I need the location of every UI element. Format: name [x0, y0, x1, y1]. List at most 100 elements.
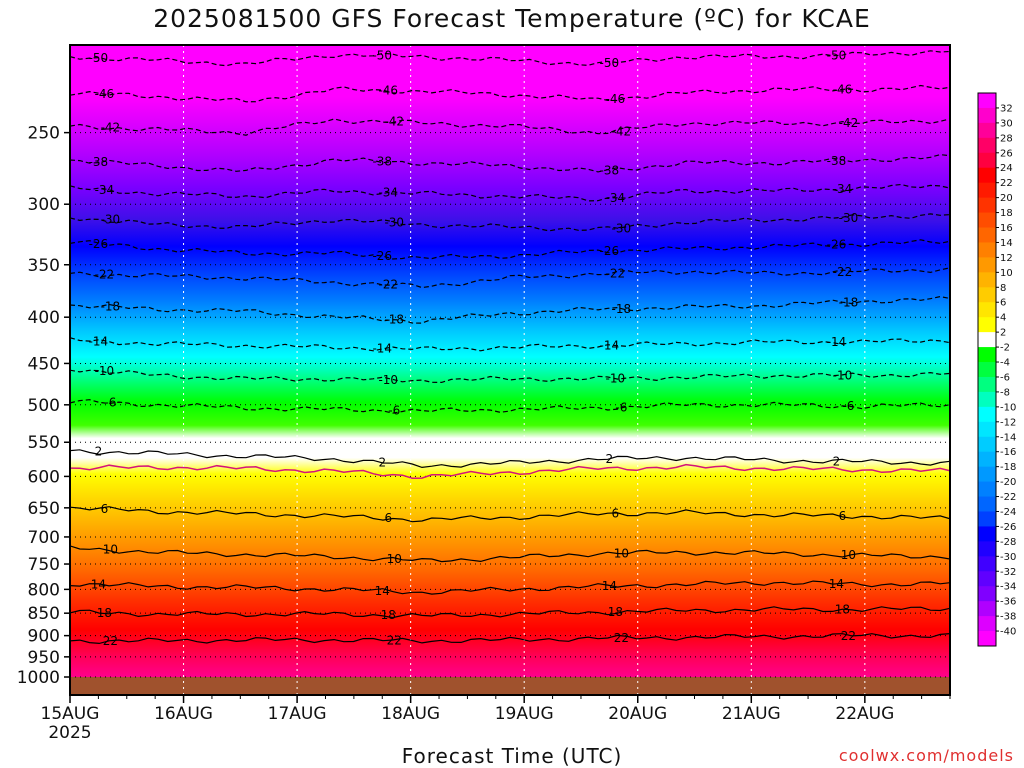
colorbar-label: -6	[1000, 372, 1010, 383]
isotherm-line	[70, 633, 950, 645]
isotherm-line	[70, 449, 950, 469]
isotherm-label: -38	[600, 163, 620, 177]
colorbar-swatch	[978, 421, 996, 438]
isotherm-line	[70, 606, 950, 619]
colorbar-label: 26	[1000, 148, 1013, 159]
isotherm-label: -30	[384, 215, 404, 229]
colorbar-label: 10	[1000, 268, 1013, 279]
isotherm-label: -22	[95, 267, 115, 281]
x-tick-label: 20AUG	[608, 704, 667, 724]
x-axis: 15AUG 16AUG 17AUG 18AUG 19AUG 20AUG 21AUG 22AUG	[41, 695, 951, 724]
isotherm-label: -10	[95, 364, 115, 378]
isotherm-label: -14	[600, 338, 620, 352]
colorbar-label: 20	[1000, 193, 1013, 204]
isotherm-label: -34	[95, 183, 115, 197]
y-tick-label: 500	[28, 396, 60, 416]
isotherm-label: 10	[841, 548, 856, 562]
colorbar-label: 14	[1000, 238, 1013, 249]
colorbar-label: -32	[1000, 567, 1016, 578]
isotherm-label: -6	[842, 399, 854, 413]
colorbar-swatch	[978, 107, 996, 124]
isotherm-label: 14	[829, 577, 844, 591]
isotherm-label: 6	[839, 509, 847, 523]
isotherm-label: 14	[91, 577, 106, 591]
isotherm-label: -6	[104, 396, 116, 410]
isotherm-label: 10	[614, 546, 629, 560]
isotherm-label: -50	[600, 56, 620, 70]
colorbar-label: -14	[1000, 432, 1016, 443]
y-tick-label: 800	[28, 580, 60, 600]
x-tick-label: 19AUG	[495, 704, 554, 724]
isotherm-line	[70, 153, 950, 173]
colorbar-label: -2	[1000, 343, 1010, 354]
colorbar-label: 30	[1000, 118, 1013, 129]
isotherm-line	[70, 295, 950, 324]
isotherm-label: 6	[612, 507, 620, 521]
isotherm-label: -38	[372, 155, 392, 169]
colorbar-swatch	[978, 391, 996, 408]
isotherm-label: -50	[89, 51, 109, 65]
isotherm-label: 2	[833, 454, 841, 468]
isotherm-label: -38	[89, 155, 109, 169]
isotherm-label: -50	[827, 48, 847, 62]
isotherm-label: -46	[378, 83, 398, 97]
colorbar-swatch	[978, 481, 996, 498]
colorbar-swatch	[978, 317, 996, 333]
colorbar-swatch	[978, 227, 996, 243]
y-tick-label: 350	[28, 256, 60, 276]
isotherm-label: -34	[833, 182, 853, 196]
colorbar-swatch	[978, 616, 996, 632]
colorbar-swatch	[978, 436, 996, 453]
colorbar-label: -30	[1000, 552, 1016, 563]
isotherm-label: 6	[384, 511, 392, 525]
colorbar-swatch	[978, 362, 996, 378]
colorbar-label: 4	[1000, 313, 1006, 324]
isotherm-label: 10	[387, 552, 402, 566]
colorbar-swatch	[978, 347, 996, 363]
isotherm-label: -22	[606, 266, 626, 280]
x-tick-label: 18AUG	[381, 704, 440, 724]
colorbar-swatch	[978, 451, 996, 468]
x-tick-label: 17AUG	[268, 704, 327, 724]
y-tick-label: 950	[28, 648, 60, 668]
credit-link[interactable]: coolwx.com/models	[838, 746, 1014, 765]
isotherm-label: -38	[827, 154, 847, 168]
isotherm-label: -34	[606, 191, 626, 205]
isotherm-label: 18	[608, 605, 623, 619]
isotherm-label: -14	[372, 341, 392, 355]
isotherm-line	[70, 213, 950, 232]
isotherm-label: 22	[841, 629, 856, 643]
isotherm-line	[70, 337, 950, 352]
colorbar-swatch	[978, 541, 996, 557]
isotherm-label: 2	[606, 452, 614, 466]
colorbar-swatch	[978, 167, 996, 184]
isotherm-label: -30	[839, 211, 859, 225]
isotherm-label: -10	[378, 373, 398, 387]
isotherm-line	[70, 399, 950, 414]
colorbar-label: -20	[1000, 477, 1016, 488]
isotherm-label: -46	[606, 92, 626, 106]
isotherm-label: -10	[606, 372, 626, 386]
isotherm-label: -46	[833, 83, 853, 97]
colorbar-label: 28	[1000, 133, 1013, 144]
colorbar-label: -34	[1000, 582, 1016, 593]
colorbar-swatch	[978, 376, 996, 393]
ground-strip	[70, 677, 950, 695]
colorbar-label: -24	[1000, 507, 1016, 518]
isotherm-label: -6	[388, 403, 400, 417]
isotherm-line	[70, 50, 950, 67]
colorbar-label: 18	[1000, 208, 1013, 219]
isotherm-line	[70, 369, 950, 384]
colorbar-swatch	[978, 586, 996, 602]
colorbar-label: 32	[1000, 103, 1013, 114]
isotherm-label: -26	[827, 238, 847, 252]
y-tick-label: 650	[28, 499, 60, 519]
isotherm-label: -18	[101, 300, 121, 314]
colorbar-swatch	[978, 137, 996, 154]
isotherm-label: -22	[833, 265, 853, 279]
y-tick-label: 450	[28, 354, 60, 374]
colorbar-label: 8	[1000, 283, 1006, 294]
isotherm-label: -6	[615, 401, 627, 415]
isotherm-label: 14	[375, 584, 390, 598]
